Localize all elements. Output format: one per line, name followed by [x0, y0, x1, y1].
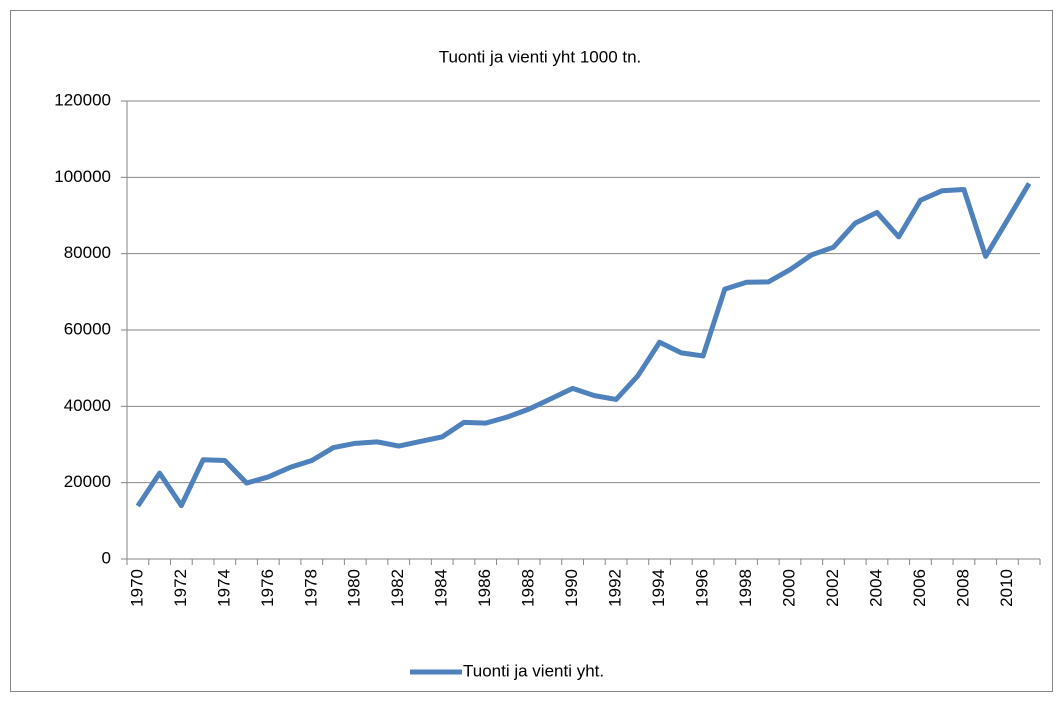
x-tick-label: 1976 [258, 569, 277, 607]
x-tick-label: 2006 [910, 569, 929, 607]
x-tick-label: 1988 [519, 569, 538, 607]
x-tick-label: 1994 [649, 569, 668, 607]
x-tick-label: 1990 [562, 569, 581, 607]
legend-label: Tuonti ja vienti yht. [463, 661, 604, 680]
x-tick-label: 2000 [779, 569, 798, 607]
x-tick-label: 1998 [736, 569, 755, 607]
y-tick-label: 120000 [54, 90, 111, 109]
x-tick-label: 2010 [997, 569, 1016, 607]
x-tick-label: 2008 [953, 569, 972, 607]
x-tick-label: 1992 [606, 569, 625, 607]
x-tick-label: 1980 [345, 569, 364, 607]
chart-title: Tuonti ja vienti yht 1000 tn. [439, 47, 642, 66]
line-series [135, 182, 1032, 509]
x-tick-label: 1984 [432, 569, 451, 607]
y-tick-label: 80000 [64, 243, 111, 262]
x-tick-label: 1986 [475, 569, 494, 607]
y-tick-label: 0 [102, 548, 111, 567]
x-tick-label: 1982 [388, 569, 407, 607]
x-tick-label: 1970 [127, 569, 146, 607]
x-tick-label: 2004 [866, 569, 885, 607]
y-tick-label: 40000 [64, 396, 111, 415]
x-tick-label: 1978 [301, 569, 320, 607]
y-tick-label: 100000 [54, 167, 111, 186]
x-tick-label: 1972 [171, 569, 190, 607]
x-tick-label: 1996 [693, 569, 712, 607]
x-tick-label: 2002 [823, 569, 842, 607]
y-tick-label: 20000 [64, 472, 111, 491]
chart-border [10, 10, 1053, 692]
x-tick-label: 1974 [214, 569, 233, 607]
y-tick-label: 60000 [64, 319, 111, 338]
